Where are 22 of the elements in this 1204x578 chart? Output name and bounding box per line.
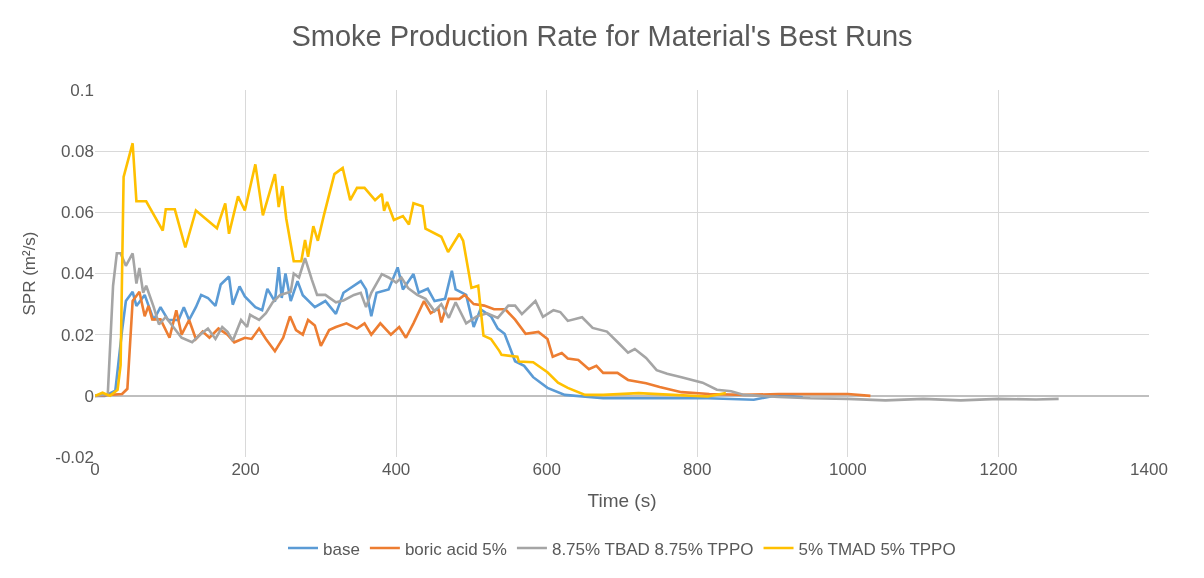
x-tick-label: 400 <box>381 460 411 479</box>
x-tick-label: 1200 <box>979 460 1018 479</box>
y-tick-label: 0.02 <box>60 325 94 345</box>
y-tick-label: 0.08 <box>60 142 94 162</box>
y-axis-title: SPR (m²/s) <box>19 231 39 316</box>
legend-label: boric acid 5% <box>404 539 507 559</box>
legend-label: 8.75% TBAD 8.75% TPPO <box>551 539 754 559</box>
legend-label: base <box>323 539 360 559</box>
y-tick-label: 0.04 <box>60 264 94 284</box>
x-tick-label: 1000 <box>828 460 867 479</box>
line-series <box>95 252 1060 402</box>
y-tick-label: 0.1 <box>70 80 94 100</box>
x-tick-label: 1400 <box>1130 460 1168 479</box>
line-series <box>95 141 728 398</box>
y-tick-label: 0.06 <box>60 203 94 223</box>
x-tick-label: 600 <box>532 460 561 479</box>
x-tick-label: 800 <box>683 460 712 479</box>
y-tick-label: 0 <box>84 386 94 406</box>
legend-label: 5% TMAD 5% TPPO <box>798 539 956 559</box>
chart-title: Smoke Production Rate for Material's Best Runs <box>291 20 913 53</box>
x-axis-title: Time (s) <box>587 489 657 511</box>
x-tick-label: 200 <box>231 460 260 479</box>
